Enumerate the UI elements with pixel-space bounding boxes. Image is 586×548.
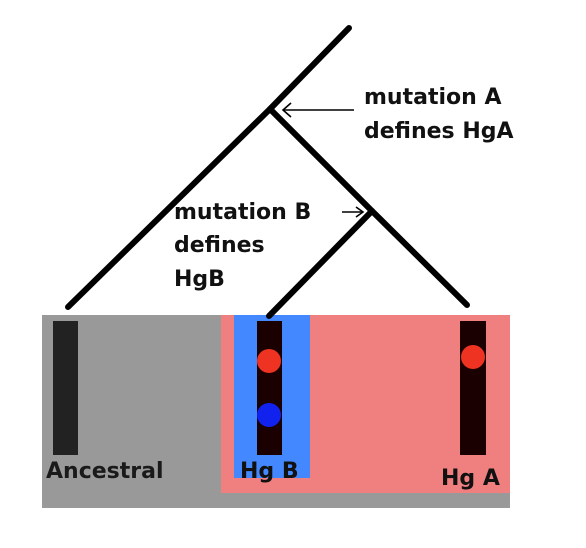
ancestral-label: Ancestral [46, 459, 164, 484]
hg-b-mutation-a-marker [257, 349, 281, 373]
trunk-branch [267, 25, 352, 112]
hg-a-label: Hg A [441, 466, 500, 491]
phylogenetic-tree [65, 25, 470, 319]
hg-a-chromosome [460, 321, 486, 455]
hg-b-mutation-b-marker [257, 403, 281, 427]
mutation-b-label-line2: defines [174, 233, 265, 258]
hg-b-label: Hg B [240, 459, 299, 484]
derived-branch [267, 106, 375, 214]
mutation-b-label-line1: mutation B [174, 200, 311, 225]
mutation-b-arrow [342, 206, 365, 218]
hg-b-chromosome [257, 321, 282, 455]
hg-b-branch [266, 208, 375, 319]
hg-a-mutation-a-marker [461, 345, 485, 369]
mutation-a-arrow [281, 102, 354, 118]
ancestral-branch [65, 106, 273, 310]
mutation-a-label-line1: mutation A [364, 85, 501, 110]
hg-a-branch [369, 208, 470, 308]
mutation-b-label-line3: HgB [174, 267, 225, 292]
ancestral-chromosome [53, 321, 78, 455]
mutation-a-label-line2: defines HgA [364, 119, 514, 144]
